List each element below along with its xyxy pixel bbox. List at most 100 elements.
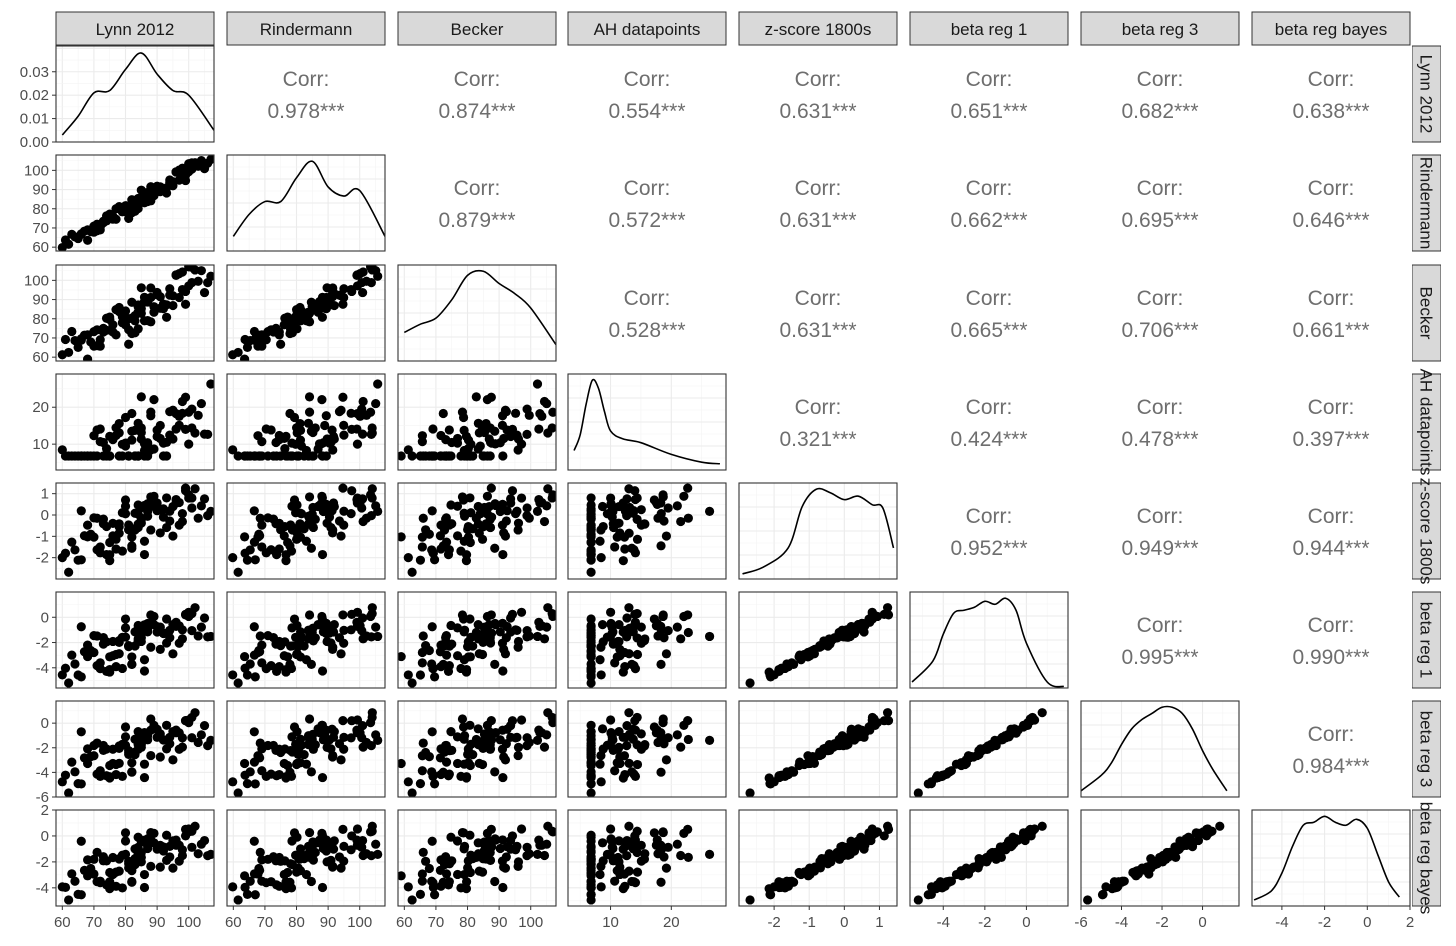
scatter-point bbox=[366, 429, 376, 439]
scatter-point bbox=[257, 341, 267, 351]
scatter-point bbox=[522, 632, 532, 642]
y-tick-label: 10 bbox=[32, 436, 49, 453]
scatter-point bbox=[165, 284, 175, 294]
scatter-point bbox=[838, 632, 848, 642]
scatter-point bbox=[136, 633, 146, 643]
scatter-point bbox=[299, 641, 309, 651]
scatter-point bbox=[228, 445, 238, 455]
scatter-point bbox=[854, 839, 864, 849]
scatter-point bbox=[67, 757, 77, 767]
scatter-point bbox=[534, 424, 544, 434]
scatter-point bbox=[764, 884, 774, 894]
scatter-point bbox=[615, 752, 625, 762]
scatter-point bbox=[497, 499, 508, 509]
scatter-point bbox=[338, 824, 348, 835]
scatter-point bbox=[672, 622, 682, 632]
scatter-point bbox=[1215, 821, 1225, 831]
y-tick-label: -4 bbox=[36, 764, 49, 781]
scatter-point bbox=[417, 766, 427, 776]
scatter-point bbox=[882, 708, 893, 718]
scatter-point bbox=[287, 860, 298, 870]
corr-label: Corr: bbox=[966, 505, 1013, 528]
scatter-point bbox=[632, 649, 643, 660]
scatter-point bbox=[127, 659, 137, 669]
scatter-point bbox=[1020, 835, 1030, 846]
y-tick-label: -6 bbox=[36, 789, 49, 806]
scatter-point bbox=[320, 420, 330, 431]
scatter-point bbox=[539, 850, 550, 861]
scatter-point bbox=[480, 420, 490, 431]
scatter-point bbox=[516, 493, 527, 503]
column-strip-label-2: Becker bbox=[451, 20, 504, 39]
scatter-point bbox=[627, 543, 637, 553]
corr-label: Corr: bbox=[454, 68, 501, 91]
x-tick-label: 2 bbox=[1406, 914, 1414, 931]
scatter-point bbox=[610, 876, 620, 886]
scatter-point bbox=[196, 622, 206, 632]
scatter-point bbox=[180, 392, 191, 402]
x-tick-label: 70 bbox=[86, 914, 103, 931]
scatter-point bbox=[295, 435, 306, 445]
scatter-point bbox=[614, 836, 624, 846]
scatter-point bbox=[632, 493, 642, 503]
scatter-point bbox=[622, 835, 632, 846]
scatter-point bbox=[358, 267, 368, 277]
scatter-point bbox=[586, 636, 596, 646]
scatter-point bbox=[459, 731, 470, 741]
scatter-point bbox=[676, 516, 686, 527]
scatter-point bbox=[1137, 863, 1147, 873]
scatter-point bbox=[146, 407, 156, 417]
scatter-point bbox=[443, 666, 454, 676]
scatter-point bbox=[373, 849, 383, 860]
scatter-point bbox=[1027, 826, 1038, 836]
scatter-point bbox=[502, 506, 512, 516]
scatter-point bbox=[596, 861, 606, 871]
scatter-point bbox=[114, 649, 124, 659]
scatter-point bbox=[417, 647, 427, 658]
scatter-point bbox=[913, 895, 923, 905]
scatter-point bbox=[485, 744, 496, 754]
scatter-point bbox=[614, 620, 624, 630]
scatter-point bbox=[586, 882, 596, 893]
scatter-point bbox=[672, 839, 682, 849]
scatter-point bbox=[255, 631, 265, 641]
scatter-point bbox=[596, 777, 606, 787]
corr-label: Corr: bbox=[966, 68, 1013, 91]
x-tick-label: 60 bbox=[54, 914, 71, 931]
scatter-point bbox=[95, 341, 105, 351]
scatter-point bbox=[279, 758, 289, 769]
corr-label: Corr: bbox=[1137, 287, 1184, 310]
scatter-point bbox=[139, 655, 150, 665]
corr-label: Corr: bbox=[795, 287, 842, 310]
column-strip-label-0: Lynn 2012 bbox=[96, 20, 175, 39]
scatter-point bbox=[228, 777, 238, 787]
column-strip-7: beta reg bayes bbox=[1251, 11, 1411, 46]
scatter-panel-5-2 bbox=[397, 591, 557, 689]
scatter-point bbox=[149, 611, 159, 622]
scatter-point bbox=[358, 429, 368, 439]
scatter-point bbox=[459, 759, 469, 769]
scatter-point bbox=[500, 649, 511, 659]
scatter-point bbox=[586, 628, 596, 639]
scatter-point bbox=[596, 882, 606, 892]
x-axis-0: 60 70 80 90 100 bbox=[54, 906, 201, 931]
scatter-panel-7-2 bbox=[397, 809, 557, 907]
scatter-point bbox=[418, 847, 428, 857]
scatter-point bbox=[274, 430, 284, 441]
y-tick-label: -4 bbox=[36, 880, 49, 897]
scatter-point bbox=[486, 716, 496, 726]
scatter-point bbox=[276, 640, 286, 651]
scatter-point bbox=[287, 641, 298, 651]
scatter-point bbox=[651, 497, 661, 508]
scatter-point bbox=[745, 895, 755, 905]
scatter-point bbox=[586, 511, 596, 521]
scatter-point bbox=[336, 755, 346, 765]
row-strip-0: Lynn 2012 bbox=[1412, 45, 1441, 143]
scatter-point bbox=[162, 830, 172, 840]
scatter-point bbox=[193, 631, 203, 641]
scatter-point bbox=[866, 835, 876, 846]
scatter-point bbox=[276, 451, 286, 461]
scatter-point bbox=[543, 603, 553, 613]
scatter-point bbox=[497, 420, 508, 431]
scatter-point bbox=[968, 862, 979, 872]
